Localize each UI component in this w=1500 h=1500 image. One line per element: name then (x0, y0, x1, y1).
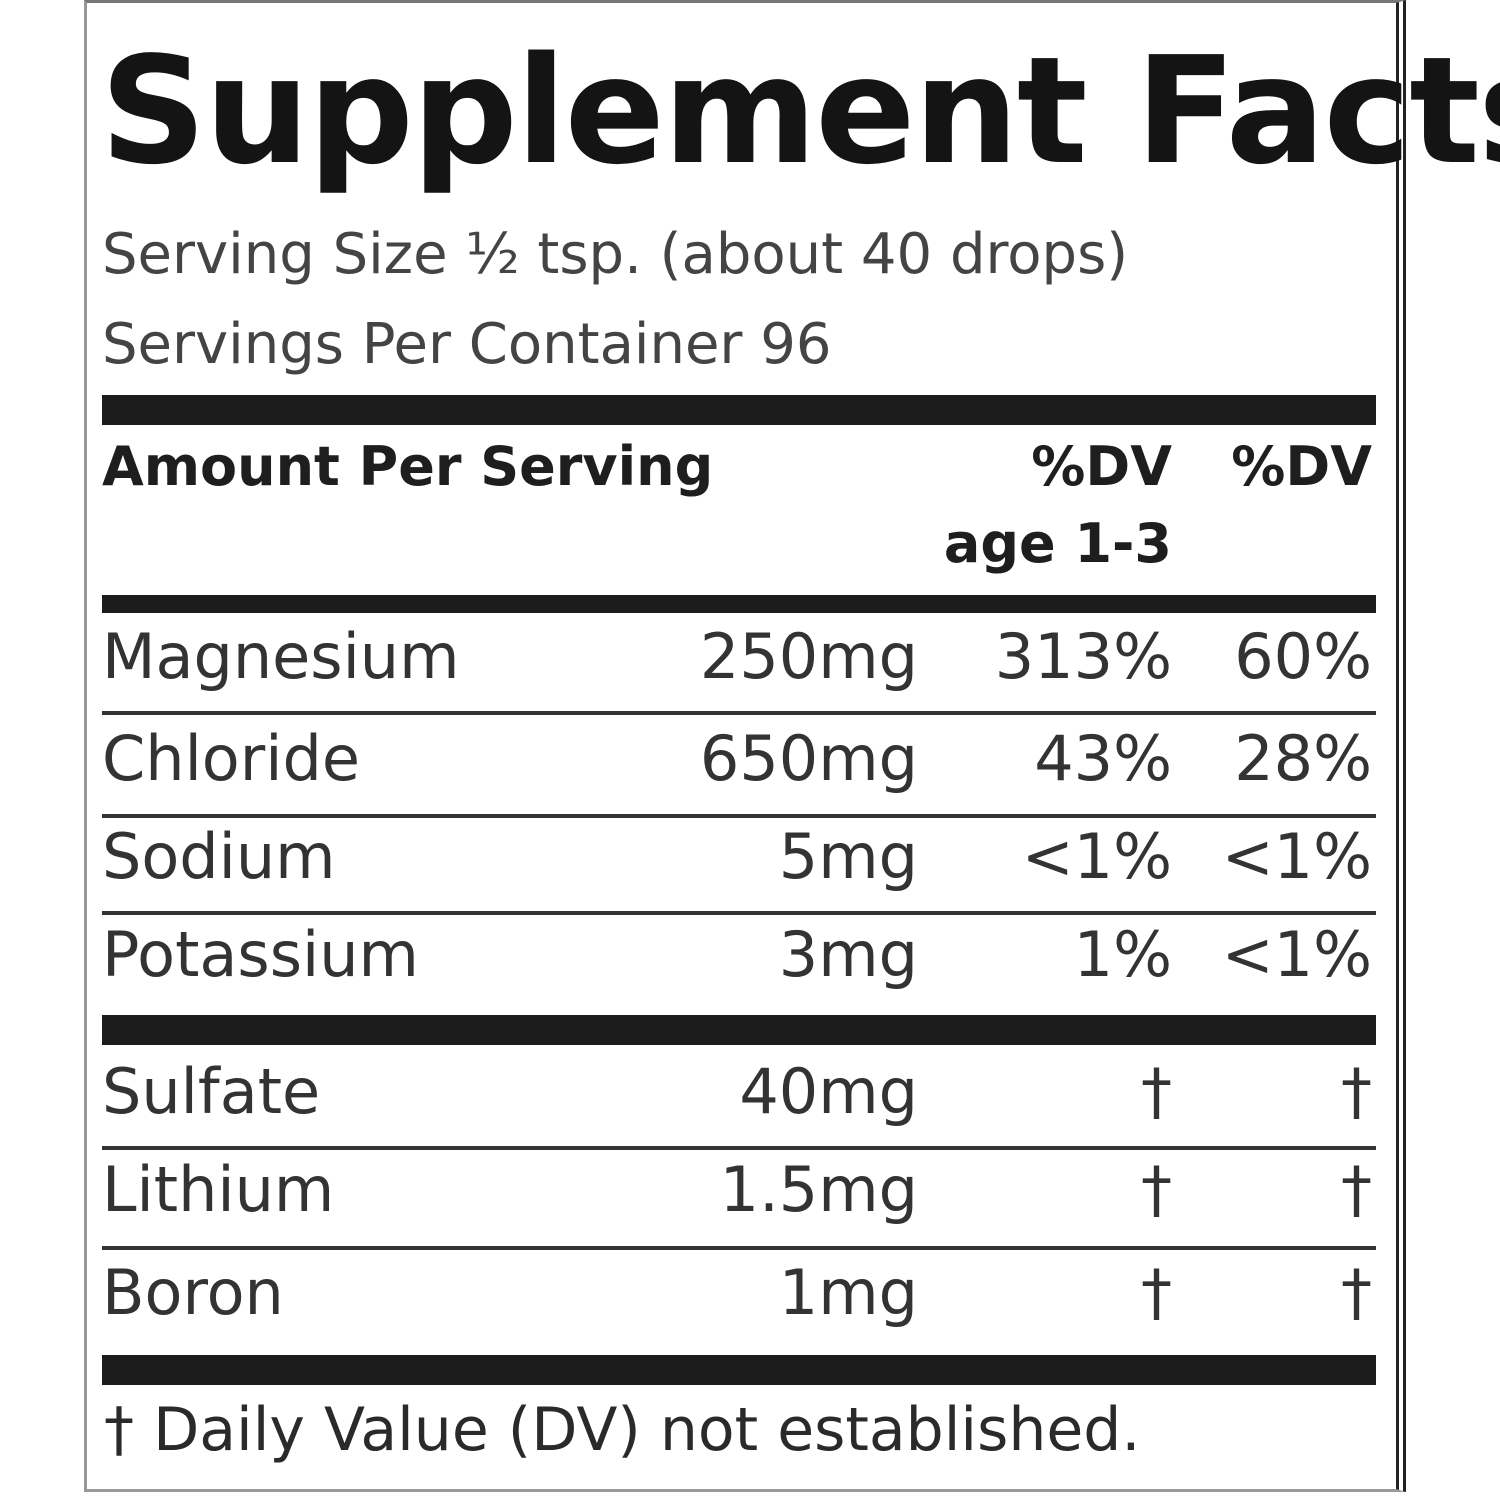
nutrient-dv-age: 313% (994, 620, 1172, 693)
serving-size: Serving Size ½ tsp. (about 40 drops) (102, 222, 1129, 287)
divider-thin (102, 711, 1376, 715)
nutrient-dv: † (1341, 1153, 1372, 1226)
nutrient-amount: 5mg (778, 820, 918, 893)
nutrient-dv: † (1341, 1256, 1372, 1329)
nutrient-amount: 1mg (778, 1256, 918, 1329)
nutrient-name: Sulfate (102, 1055, 321, 1128)
nutrient-dv-age: † (1141, 1055, 1172, 1128)
nutrient-row: Sodium 5mg <1% <1% (102, 820, 1376, 900)
nutrient-row: Lithium 1.5mg † † (102, 1153, 1376, 1233)
nutrient-dv: † (1341, 1055, 1372, 1128)
nutrient-name: Lithium (102, 1153, 335, 1226)
divider-thin (102, 814, 1376, 818)
nutrient-amount: 40mg (739, 1055, 918, 1128)
nutrient-amount: 650mg (699, 722, 918, 795)
divider-thick (102, 1355, 1376, 1385)
nutrient-row: Sulfate 40mg † † (102, 1055, 1376, 1135)
nutrient-name: Chloride (102, 722, 360, 795)
servings-per-container: Servings Per Container 96 (102, 312, 832, 377)
footnote: † Daily Value (DV) not established. (104, 1395, 1141, 1465)
divider-thin (102, 911, 1376, 915)
header-dv-age-line2: age 1-3 (943, 512, 1172, 575)
divider-thin (102, 1146, 1376, 1150)
nutrient-dv: 28% (1234, 722, 1372, 795)
divider-thick (102, 595, 1376, 613)
nutrient-amount: 250mg (699, 620, 918, 693)
nutrient-row: Potassium 3mg 1% <1% (102, 918, 1376, 998)
nutrient-row: Chloride 650mg 43% 28% (102, 722, 1376, 802)
nutrient-dv: <1% (1221, 820, 1372, 893)
nutrient-name: Magnesium (102, 620, 460, 693)
header-dv: %DV (1231, 435, 1372, 498)
nutrient-dv: <1% (1221, 918, 1372, 991)
nutrient-dv-age: 1% (1073, 918, 1172, 991)
nutrient-amount: 3mg (778, 918, 918, 991)
nutrient-name: Boron (102, 1256, 284, 1329)
header-dv-age-line1: %DV (1031, 435, 1172, 498)
nutrient-dv-age: <1% (1021, 820, 1172, 893)
divider-thick (102, 395, 1376, 425)
header-amount: Amount Per Serving (102, 435, 714, 498)
label-title: Supplement Facts (100, 25, 1500, 197)
nutrient-name: Potassium (102, 918, 419, 991)
nutrient-row: Magnesium 250mg 313% 60% (102, 620, 1376, 700)
nutrient-row: Boron 1mg † † (102, 1256, 1376, 1336)
nutrient-amount: 1.5mg (719, 1153, 918, 1226)
nutrient-name: Sodium (102, 820, 336, 893)
nutrient-dv-age: † (1141, 1153, 1172, 1226)
nutrient-dv-age: 43% (1034, 722, 1172, 795)
nutrient-dv-age: † (1141, 1256, 1172, 1329)
divider-thick (102, 1015, 1376, 1045)
divider-thin (102, 1246, 1376, 1250)
label-border (84, 0, 1406, 1492)
nutrient-dv: 60% (1234, 620, 1372, 693)
